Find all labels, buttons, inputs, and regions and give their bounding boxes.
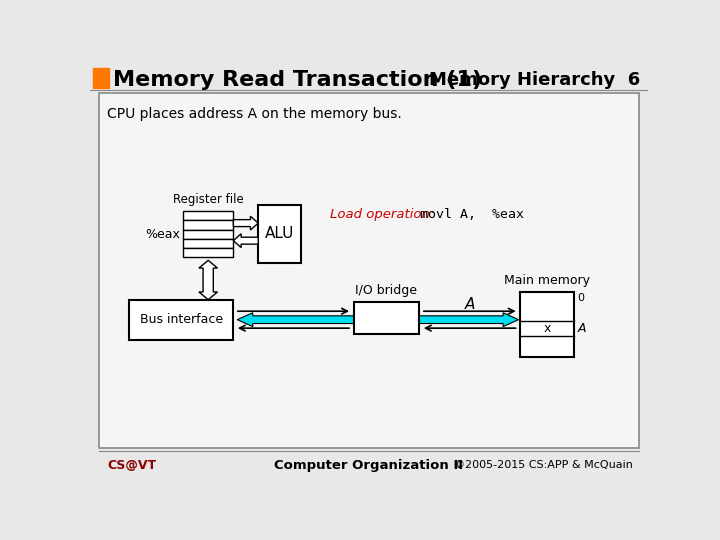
Bar [520, 292, 575, 357]
Text: movl A,  %eax: movl A, %eax [412, 208, 523, 221]
Text: I/O bridge: I/O bridge [356, 285, 418, 298]
Text: x: x [544, 322, 551, 335]
Bar [183, 239, 233, 248]
Text: ALU: ALU [265, 226, 294, 241]
Text: CPU places address A on the memory bus.: CPU places address A on the memory bus. [107, 107, 402, 121]
Text: 0: 0 [577, 294, 585, 303]
Text: CS@VT: CS@VT [107, 458, 156, 472]
Bar [354, 302, 419, 334]
Bar [129, 300, 233, 340]
Bar [258, 205, 301, 262]
Text: A: A [577, 322, 586, 335]
Bar [183, 220, 233, 230]
Text: Bus interface: Bus interface [140, 313, 222, 326]
Polygon shape [199, 260, 217, 300]
Text: Memory Read Transaction (1): Memory Read Transaction (1) [113, 70, 482, 90]
Bar [183, 248, 233, 257]
Bar [183, 211, 233, 220]
Text: Computer Organization II: Computer Organization II [274, 458, 464, 472]
Text: Load operation:: Load operation: [330, 208, 435, 221]
Polygon shape [233, 234, 258, 248]
Text: A: A [464, 297, 475, 312]
Text: ©2005-2015 CS:APP & McQuain: ©2005-2015 CS:APP & McQuain [454, 460, 632, 470]
Bar [183, 230, 233, 239]
Polygon shape [238, 313, 518, 327]
Polygon shape [233, 216, 258, 230]
Text: Main memory: Main memory [504, 274, 590, 287]
Text: %eax: %eax [145, 228, 180, 241]
Bar [99, 92, 639, 448]
Text: Memory Hierarchy  6: Memory Hierarchy 6 [429, 71, 640, 89]
Bar [93, 68, 109, 88]
Text: Register file: Register file [173, 193, 243, 206]
